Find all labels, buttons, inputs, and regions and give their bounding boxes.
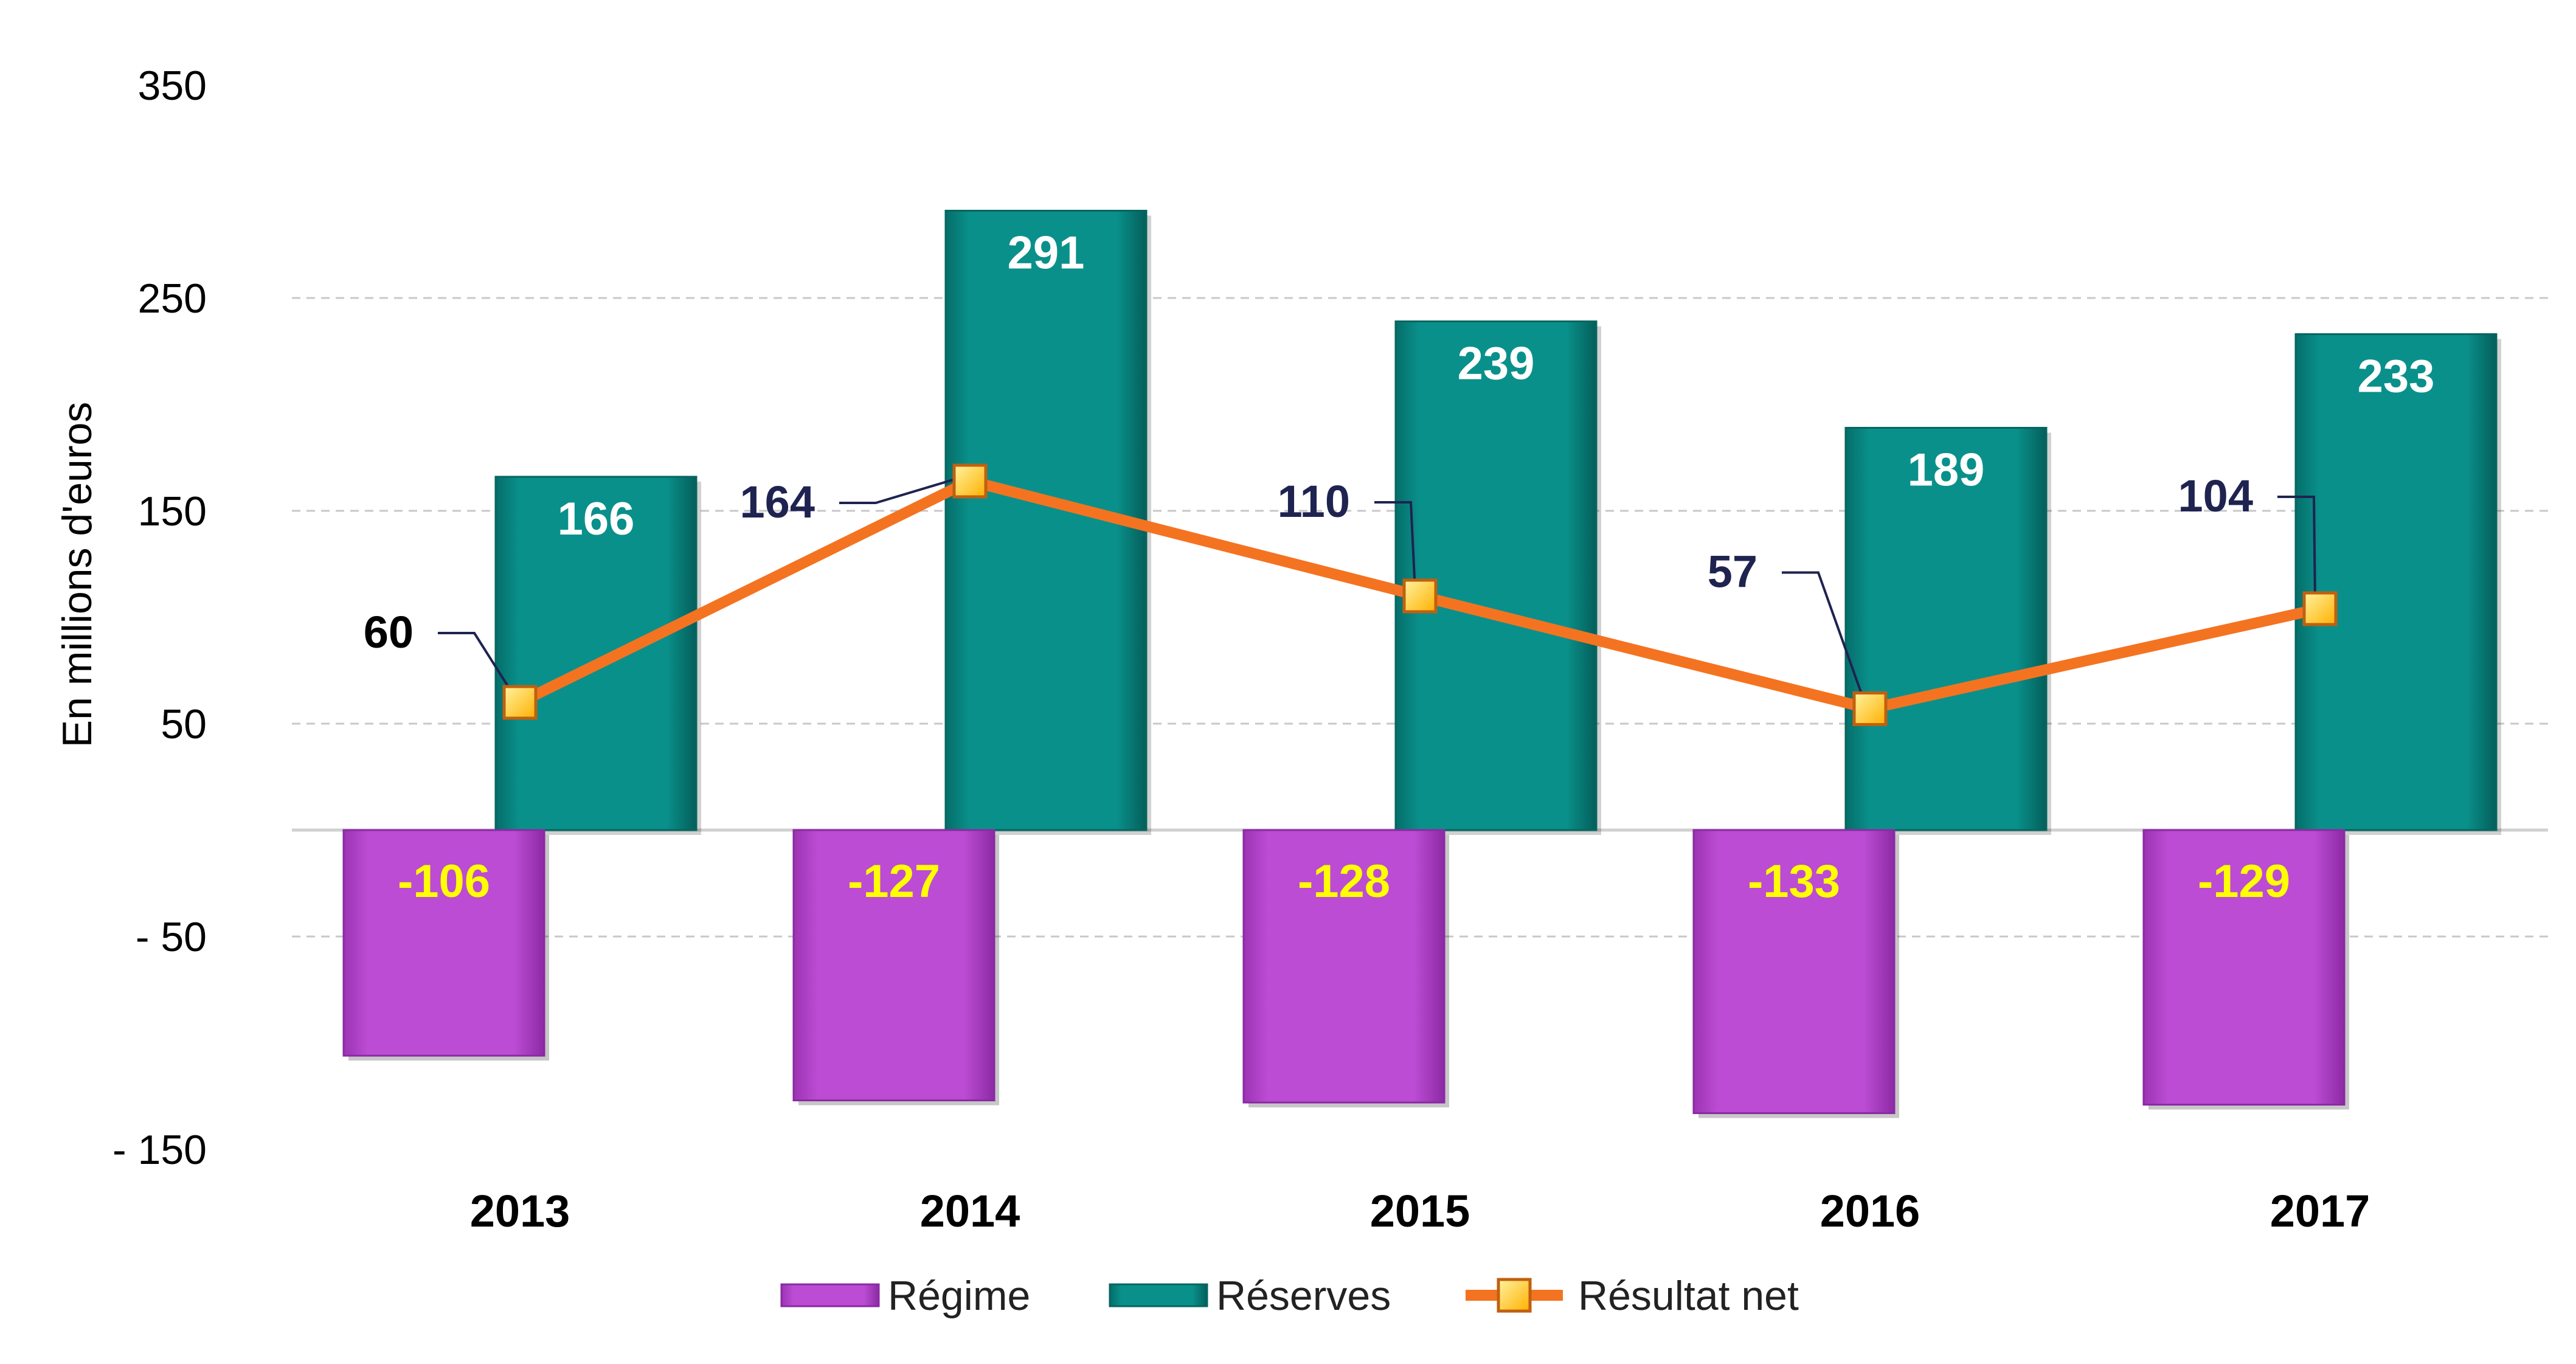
reserves-bar (494, 476, 698, 831)
net-result-leader-line (1374, 501, 1416, 592)
regime-bar (342, 829, 545, 1057)
legend: Régime Réserves Résultat net (780, 1273, 1799, 1319)
net-result-marker (502, 685, 538, 720)
y-axis-title: En millions d'euros (54, 402, 100, 748)
x-axis: 2013 2014 2015 2016 2017 (470, 1186, 2370, 1236)
legend-label-regime: Régime (888, 1273, 1030, 1319)
net-result-line: 60 164 110 57 104 (364, 463, 2338, 726)
regime-data-label: -129 (2198, 856, 2290, 907)
x-category-label: 2014 (920, 1186, 1020, 1236)
regime-bar (2142, 829, 2346, 1106)
regime-bar (1242, 829, 1446, 1104)
x-category-label: 2015 (1370, 1186, 1470, 1236)
regime-data-label: -133 (1748, 856, 1840, 907)
regime-bar (792, 829, 995, 1101)
net-result-data-label: 110 (1278, 476, 1350, 527)
net-result-marker (1402, 578, 1438, 614)
x-category-label: 2013 (470, 1186, 570, 1236)
reserves-bar (2294, 333, 2498, 831)
reserves-bar (1844, 427, 2048, 831)
regime-data-label: -128 (1298, 856, 1390, 907)
net-result-data-label: 57 (1708, 547, 1757, 597)
net-result-data-label: 164 (740, 477, 815, 527)
net-result-data-label: 60 (364, 607, 414, 657)
y-axis: 350 250 150 50 - 50 - 150 En millions d'euros (54, 63, 207, 1173)
reserves-data-label: 189 (1908, 445, 1985, 496)
net-result-leader-line (839, 475, 966, 504)
legend-swatch-regime (780, 1283, 880, 1307)
legend-swatch-reserves (1109, 1283, 1208, 1307)
bars: 166 291 239 189 233 -106 -127 -128 -133 -129 (342, 210, 2501, 1118)
y-tick-label: - 150 (113, 1127, 207, 1173)
y-tick-label: - 50 (136, 914, 207, 960)
reserves-data-label: 291 (1008, 227, 1085, 279)
net-result-leader-line (438, 632, 516, 699)
reserves-data-label: 233 (2358, 351, 2435, 403)
y-tick-label: 50 (161, 701, 207, 747)
legend-label-net-result: Résultat net (1578, 1273, 1799, 1319)
x-category-label: 2016 (1820, 1186, 1920, 1236)
x-category-label: 2017 (2270, 1186, 2370, 1236)
regime-data-label: -106 (398, 856, 490, 907)
net-result-data-label: 104 (2178, 471, 2253, 521)
net-result-marker (952, 463, 988, 499)
net-result-marker (1852, 691, 1888, 726)
reserves-bar (1394, 320, 1598, 831)
regime-bar (1692, 829, 1896, 1114)
legend-label-reserves: Réserves (1216, 1273, 1391, 1319)
net-result-marker (2302, 591, 2338, 626)
reserves-data-label: 166 (558, 493, 635, 545)
net-result-leader-line (1782, 571, 1866, 705)
y-tick-label: 350 (138, 63, 207, 109)
legend-marker-net-result (1497, 1278, 1532, 1313)
reserves-data-label: 239 (1458, 338, 1535, 390)
y-tick-label: 150 (138, 488, 207, 535)
regime-data-label: -127 (848, 856, 940, 907)
y-tick-label: 250 (138, 275, 207, 322)
net-result-leader-line (2277, 496, 2316, 604)
